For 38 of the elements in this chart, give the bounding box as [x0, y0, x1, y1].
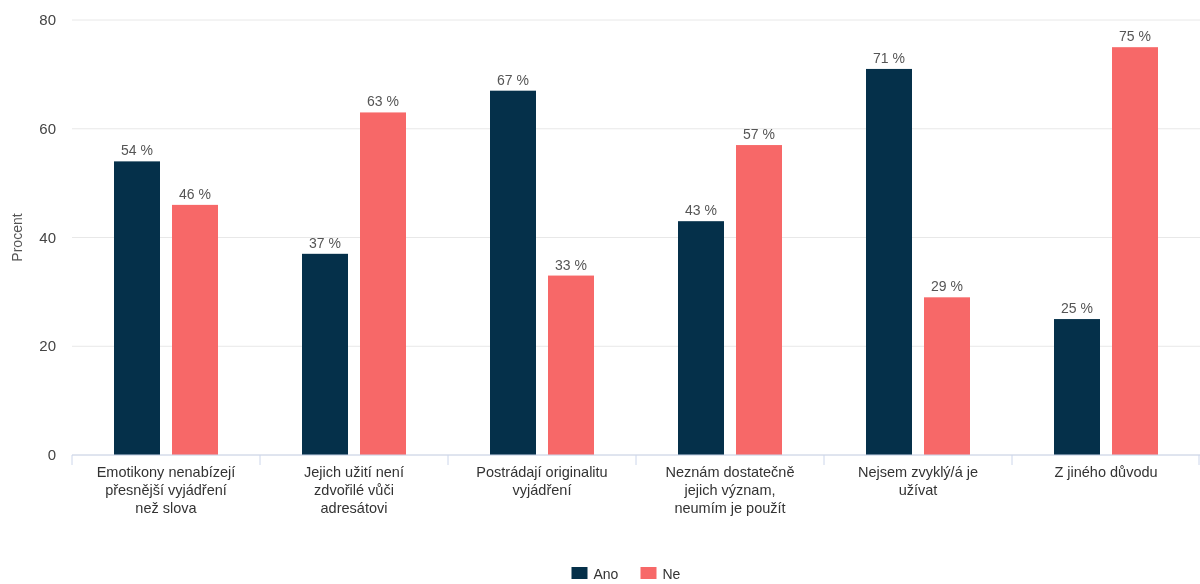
data-label: 43 % — [685, 202, 717, 219]
x-tick-label: Jejich užití není zdvořilé vůči adresátovi — [304, 464, 404, 516]
bar — [736, 145, 782, 455]
data-label: 75 % — [1119, 28, 1151, 45]
bar — [360, 112, 406, 455]
x-tick-label: Neznám dostatečně jejich význam, neumím je použít — [665, 464, 795, 516]
x-tick-label: Emotikony nenabízejí přesnější vyjádření než slova — [96, 464, 236, 516]
bar — [302, 253, 348, 455]
bar — [1054, 319, 1100, 455]
bar — [1112, 47, 1158, 455]
y-tick-label: 0 — [47, 446, 56, 463]
legend-label: Ne — [662, 566, 681, 582]
data-label: 33 % — [555, 256, 587, 273]
bar — [548, 275, 594, 455]
bar — [866, 68, 912, 455]
bar — [678, 221, 724, 455]
data-label: 54 % — [121, 142, 153, 159]
bar — [924, 297, 970, 455]
data-label: 25 % — [1061, 300, 1093, 317]
data-label: 46 % — [179, 185, 211, 202]
x-tick-label: Z jiného důvodu — [1054, 464, 1158, 480]
y-axis-title: Procent — [9, 213, 25, 262]
bar — [114, 161, 160, 455]
bar — [172, 204, 218, 455]
legend-label: Ano — [593, 566, 619, 582]
y-tick-label: 40 — [39, 228, 56, 246]
data-label: 37 % — [309, 234, 341, 251]
data-label: 63 % — [367, 93, 399, 110]
data-label: 29 % — [931, 278, 963, 295]
y-tick-label: 60 — [39, 119, 56, 137]
data-label: 71 % — [873, 49, 905, 66]
data-label: 67 % — [497, 71, 529, 88]
y-tick-label: 80 — [39, 11, 56, 28]
x-tick-label: Postrádají originalitu vyjádření — [476, 464, 608, 498]
y-tick-label: 20 — [39, 337, 56, 355]
bar — [490, 90, 536, 455]
x-tick-label: Nejsem zvyklý/á je užívat — [857, 464, 979, 498]
data-label: 57 % — [743, 126, 775, 143]
